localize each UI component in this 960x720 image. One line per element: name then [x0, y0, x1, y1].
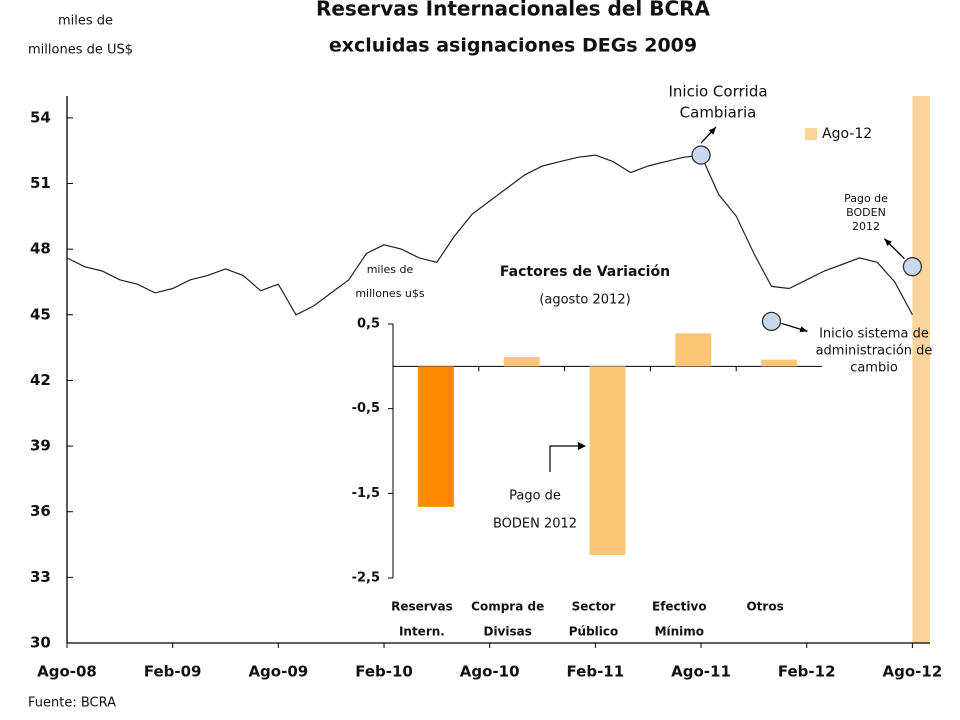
inset-x-tick-label: Mínimo	[655, 625, 704, 639]
x-tick-label: Ago-12	[883, 663, 943, 681]
annotation-text: 2012	[852, 220, 880, 233]
legend-swatch	[805, 128, 817, 140]
y-tick-label: 42	[30, 371, 51, 389]
y-tick-label: 33	[30, 568, 51, 586]
x-tick-label: Ago-09	[248, 663, 308, 681]
legend-label: Ago-12	[822, 126, 872, 142]
inset-y-tick-label: -2,5	[352, 571, 380, 586]
x-tick-label: Ago-08	[37, 663, 97, 681]
annotation-marker	[761, 311, 782, 332]
y-tick-label: 51	[30, 174, 51, 192]
chart-subtitle: excluidas asignaciones DEGs 2009	[329, 35, 697, 57]
bar	[589, 366, 626, 556]
annotation-arrowhead	[708, 127, 717, 135]
y-axis-label: millones de US$	[28, 43, 133, 58]
annotation-text: Pago de	[844, 192, 888, 205]
inset-subtitle: (agosto 2012)	[539, 293, 630, 308]
y-tick-label: 30	[30, 634, 51, 652]
inset-title: Factores de Variación	[500, 264, 670, 280]
x-tick-label: Feb-12	[778, 663, 836, 681]
bar	[417, 366, 454, 507]
x-tick-label: Feb-09	[144, 663, 202, 681]
inset-y-tick-label: -1,5	[352, 486, 380, 501]
y-tick-label: 39	[30, 437, 51, 455]
annotation-text: Inicio Corrida	[668, 83, 767, 101]
annotation-text: administración de	[816, 344, 933, 359]
inset-x-tick-label: Otros	[746, 600, 783, 614]
inset-y-label: millones u$s	[355, 287, 425, 300]
x-tick-label: Ago-10	[460, 663, 520, 681]
y-tick-label: 54	[30, 108, 51, 126]
annotation-marker	[691, 145, 711, 165]
annotation-text: BODEN	[846, 206, 886, 219]
annotation-text: Cambiaria	[680, 104, 757, 122]
annotation-text: cambio	[850, 361, 898, 376]
inset-y-tick-label: 0,5	[357, 317, 380, 332]
inset-annotation: BODEN 2012	[493, 517, 577, 532]
annotation-arrowhead	[884, 238, 892, 247]
inset-annotation: Pago de	[509, 489, 561, 504]
inset-x-tick-label: Divisas	[483, 625, 531, 639]
y-tick-label: 45	[30, 305, 51, 323]
inset-x-tick-label: Sector	[572, 600, 616, 614]
highlight-band	[912, 96, 930, 643]
line-series	[66, 154, 913, 316]
x-tick-label: Feb-10	[355, 663, 413, 681]
bar	[503, 357, 540, 367]
annotation-arrowhead	[799, 326, 808, 333]
inset-y-tick-label: -0,5	[352, 401, 380, 416]
annotation-marker	[902, 257, 923, 277]
y-axis-label: miles de	[58, 14, 113, 29]
inset-x-tick-label: Público	[569, 625, 619, 639]
bar	[761, 359, 798, 367]
y-tick-label: 36	[30, 502, 51, 520]
y-tick-label: 48	[30, 240, 51, 258]
inset-arrowhead	[578, 442, 586, 450]
inset-x-tick-label: Efectivo	[652, 600, 707, 614]
inset-y-label: miles de	[367, 263, 414, 276]
bar	[675, 333, 712, 367]
source: Fuente: BCRA	[28, 696, 116, 711]
inset-x-tick-label: Reservas	[391, 600, 453, 614]
inset-x-tick-label: Compra de	[471, 600, 544, 614]
inset-arrow	[549, 445, 583, 472]
inset-x-tick-label: Intern.	[399, 625, 445, 639]
annotation-text: Inicio sistema de	[819, 327, 929, 342]
x-tick-label: Feb-11	[567, 663, 625, 681]
chart-title: Reservas Internacionales del BCRA	[316, 0, 711, 21]
x-tick-label: Ago-11	[671, 663, 731, 681]
